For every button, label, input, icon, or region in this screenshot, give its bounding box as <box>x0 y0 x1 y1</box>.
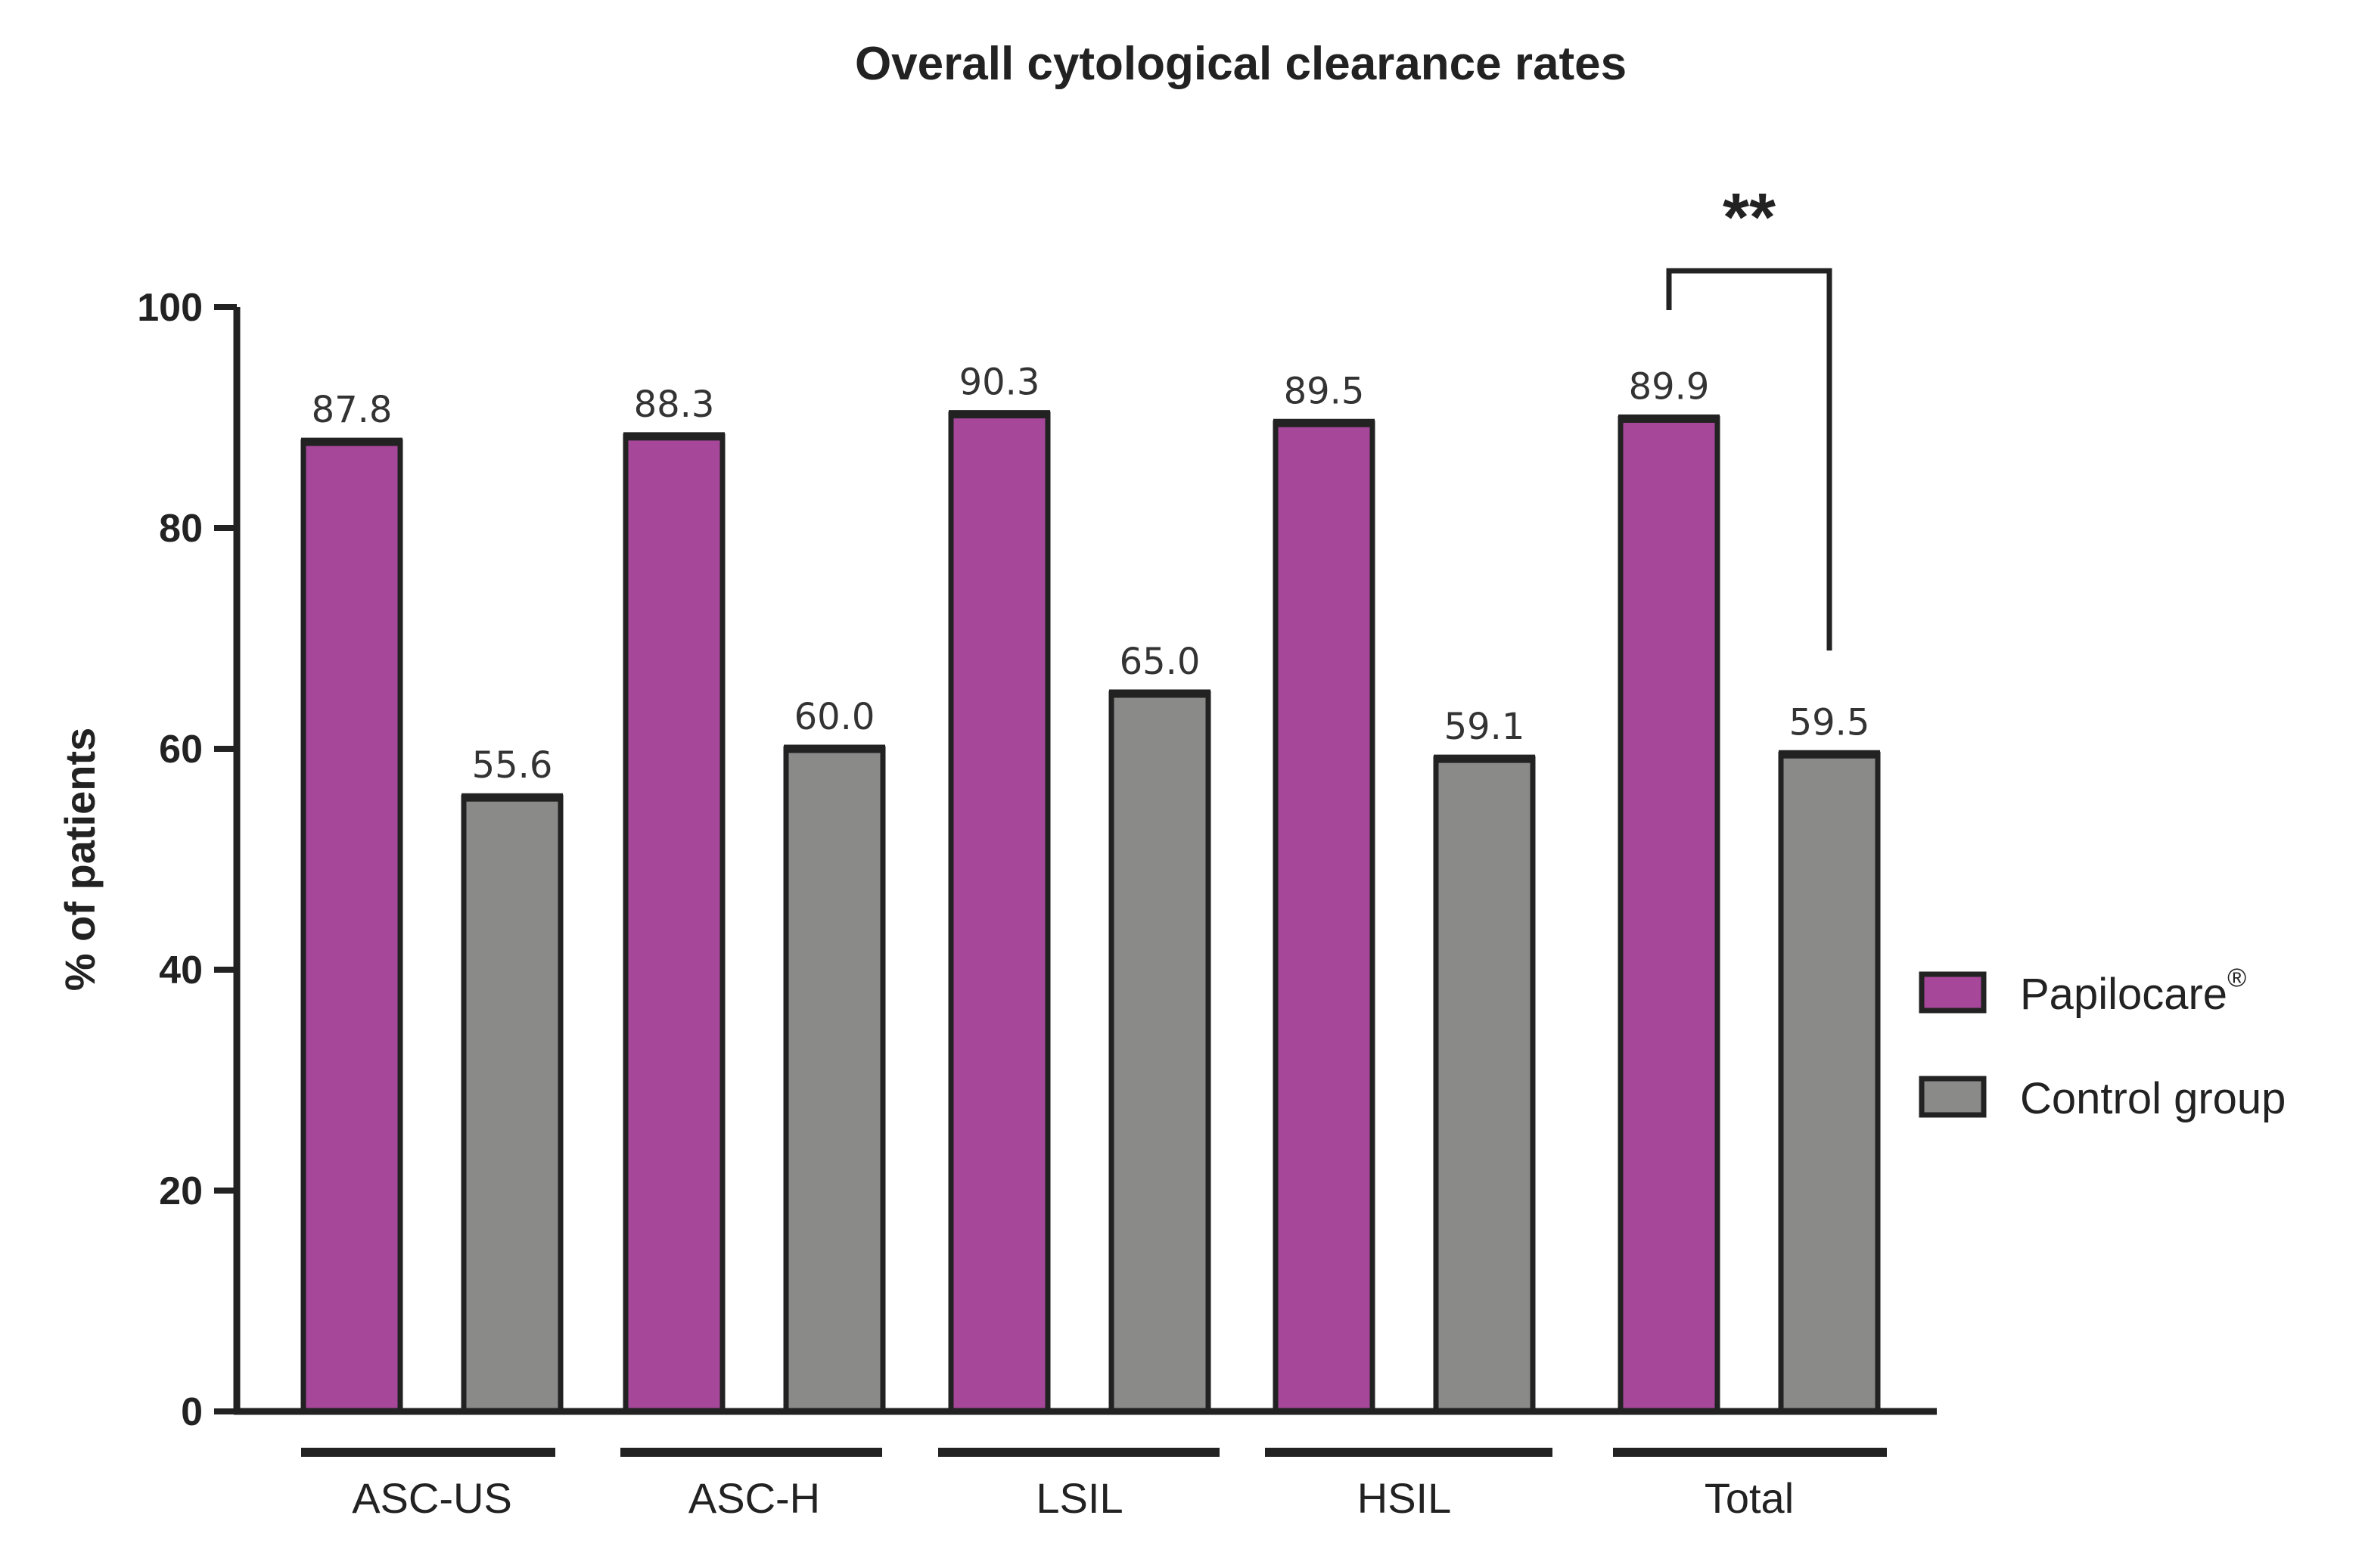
legend-label-series-0: Papilocare® <box>2020 964 2246 1019</box>
significance-marker: ** <box>1723 180 1776 256</box>
y-tick-label-20: 20 <box>159 1169 203 1213</box>
legend-label-series-1: Control group <box>2020 1074 2286 1123</box>
category-label-lsil: LSIL <box>1036 1474 1123 1522</box>
bars-group <box>300 410 1881 1414</box>
category-label-total: Total <box>1705 1474 1794 1522</box>
bar-asc-h-series-0 <box>623 433 726 1414</box>
legend-swatch-series-1 <box>1919 1076 1987 1118</box>
legend-swatch-series-0 <box>1919 971 1987 1014</box>
y-axis-label: % of patients <box>56 728 104 991</box>
category-label-asc-h: ASC-H <box>688 1474 820 1522</box>
value-label-asc-us-series-1: 55.6 <box>472 744 553 787</box>
value-label-asc-h-series-0: 88.3 <box>634 383 715 426</box>
bar-total-series-0 <box>1618 415 1720 1414</box>
significance-bracket-line <box>1666 268 1832 650</box>
bar-asc-us-series-0 <box>300 439 403 1414</box>
bar-lsil-series-1 <box>1108 691 1211 1414</box>
value-label-asc-h-series-1: 60.0 <box>794 696 875 738</box>
value-labels-group: 87.8 55.6 88.3 60.0 90.3 65.0 89.5 59.1 89.9 59.5 <box>312 362 1870 787</box>
y-tick-label-100: 100 <box>137 286 203 330</box>
x-axis: ASC-US ASC-H LSIL HSIL Total <box>234 1408 1937 1522</box>
value-label-total-series-0: 89.9 <box>1629 365 1710 408</box>
bar-hsil-series-0 <box>1273 420 1375 1414</box>
y-tick-label-0: 0 <box>181 1390 203 1434</box>
bar-asc-h-series-1 <box>783 746 886 1414</box>
y-tick-label-60: 60 <box>159 728 203 772</box>
y-tick-label-40: 40 <box>159 949 203 992</box>
legend: Papilocare® Control group <box>1919 964 2286 1123</box>
bar-asc-us-series-1 <box>461 794 564 1414</box>
value-label-lsil-series-0: 90.3 <box>959 362 1040 404</box>
value-label-hsil-series-1: 59.1 <box>1444 706 1525 748</box>
y-axis: 0 20 40 60 80 100 <box>137 286 241 1434</box>
value-label-total-series-1: 59.5 <box>1789 701 1870 744</box>
chart-title: Overall cytological clearance rates <box>855 38 1627 90</box>
bar-lsil-series-0 <box>948 411 1051 1414</box>
bar-hsil-series-1 <box>1433 756 1536 1414</box>
category-label-hsil: HSIL <box>1357 1474 1452 1522</box>
y-tick-label-80: 80 <box>159 507 203 551</box>
bar-total-series-1 <box>1778 751 1881 1414</box>
legend-superscript: ® <box>2227 964 2246 992</box>
significance-bracket: ** <box>1666 180 1832 650</box>
value-label-lsil-series-1: 65.0 <box>1120 641 1201 683</box>
value-label-asc-us-series-0: 87.8 <box>312 389 393 431</box>
value-label-hsil-series-0: 89.5 <box>1284 370 1365 412</box>
category-label-asc-us: ASC-US <box>352 1474 512 1522</box>
